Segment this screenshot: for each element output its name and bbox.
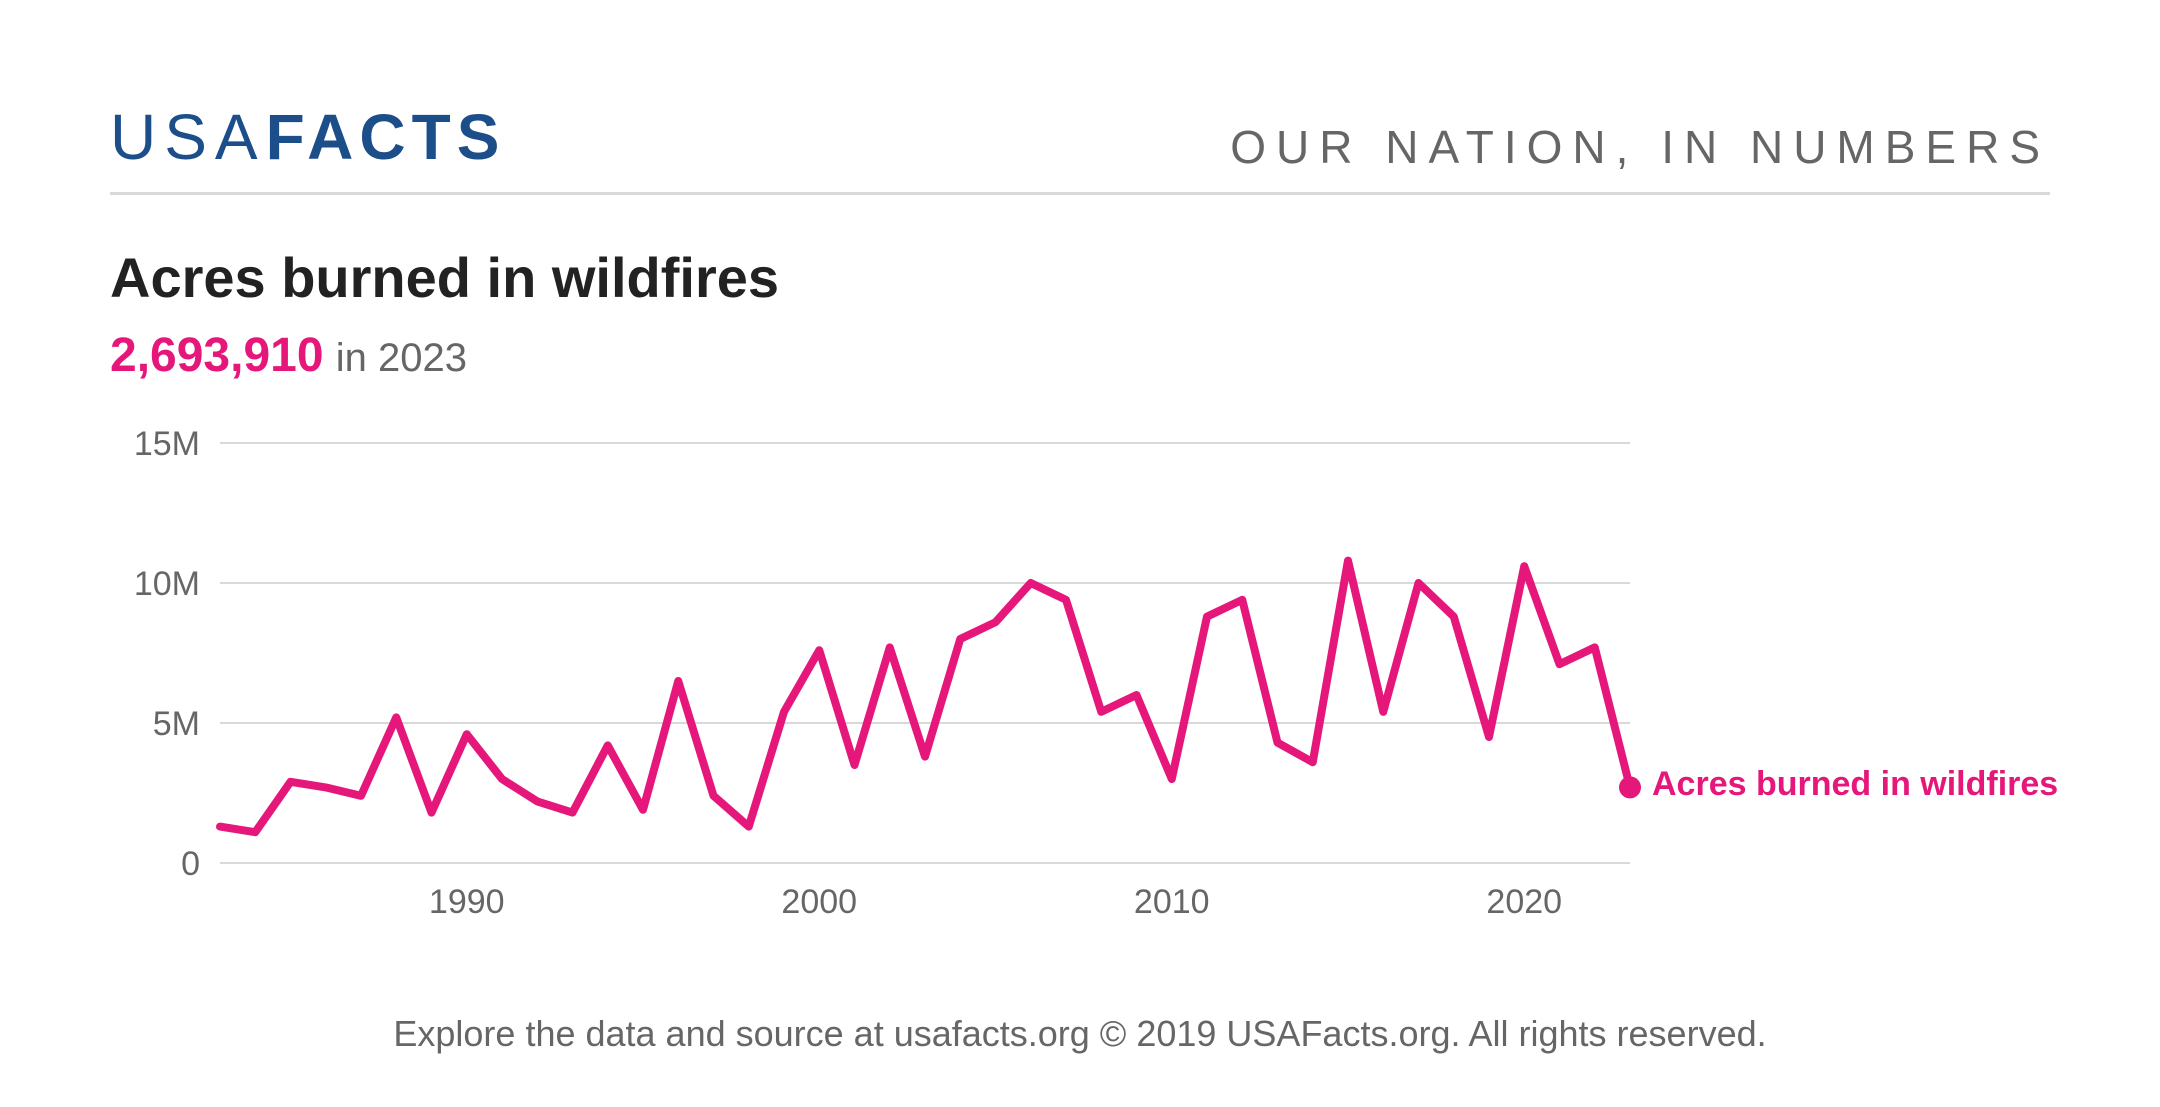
- svg-text:1990: 1990: [429, 883, 505, 921]
- svg-text:10M: 10M: [134, 565, 200, 603]
- stat-row: 2,693,910 in 2023: [110, 328, 2050, 383]
- chart: 05M10M15M1990200020102020 Acres burned i…: [110, 423, 2050, 943]
- logo-thin: USA: [110, 101, 266, 173]
- svg-text:2010: 2010: [1134, 883, 1210, 921]
- header: USAFACTS OUR NATION, IN NUMBERS: [110, 100, 2050, 195]
- footer-text: Explore the data and source at usafacts.…: [110, 1013, 2050, 1055]
- logo: USAFACTS: [110, 100, 505, 174]
- svg-text:0: 0: [181, 845, 200, 883]
- chart-title: Acres burned in wildfires: [110, 245, 2050, 310]
- svg-text:2020: 2020: [1486, 883, 1562, 921]
- stat-year: in 2023: [336, 336, 467, 380]
- chart-svg: 0 5M 10M 15M 1990 2000 2010 2020: [110, 423, 2050, 943]
- tagline: OUR NATION, IN NUMBERS: [1230, 120, 2050, 174]
- stat-value: 2,693,910: [110, 329, 324, 382]
- svg-text:5M: 5M: [153, 705, 200, 743]
- svg-text:15M: 15M: [134, 425, 200, 463]
- logo-bold: FACTS: [266, 101, 506, 173]
- series-label: Acres burned in wildfires: [1652, 765, 2058, 804]
- svg-text:2000: 2000: [781, 883, 857, 921]
- page: USAFACTS OUR NATION, IN NUMBERS Acres bu…: [0, 0, 2160, 1107]
